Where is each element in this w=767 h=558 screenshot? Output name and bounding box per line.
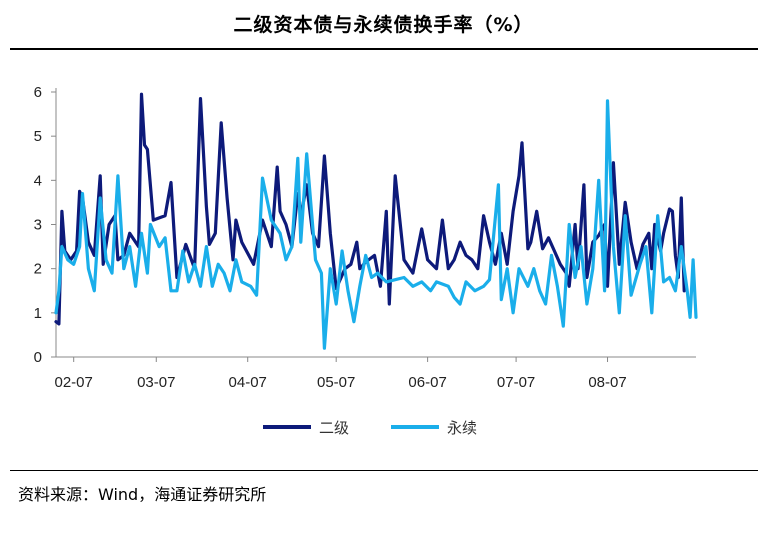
chart-title: 二级资本债与永续债换手率（%） <box>233 14 534 36</box>
legend-label-1: 二级 <box>319 419 349 437</box>
source-note: 资料来源：Wind，海通证券研究所 <box>18 485 267 504</box>
x-tick-label: 07-07 <box>497 374 535 391</box>
x-tick-label: 02-07 <box>55 374 93 391</box>
series-line-2 <box>54 99 698 350</box>
y-tick-label: 3 <box>34 217 42 234</box>
y-tick-label: 1 <box>34 305 42 322</box>
x-tick-label: 08-07 <box>588 374 626 391</box>
y-tick-label: 4 <box>34 172 42 189</box>
x-tick-label: 05-07 <box>317 374 355 391</box>
series-line-1 <box>54 92 686 326</box>
source-divider <box>10 470 758 471</box>
y-tick-label: 5 <box>34 128 42 145</box>
turnover-line-chart: 0 1 2 3 4 5 6 02-07 03-07 04-07 05-07 06-07 07-07 08-… <box>34 84 698 437</box>
x-tick-label: 03-07 <box>137 374 175 391</box>
x-tick-label: 04-07 <box>229 374 267 391</box>
y-tick-label: 0 <box>34 349 42 366</box>
y-tick-label: 2 <box>34 261 42 278</box>
legend-label-2: 永续 <box>447 419 477 437</box>
y-tick-label: 6 <box>34 84 42 101</box>
x-tick-label: 06-07 <box>408 374 446 391</box>
title-divider <box>10 48 758 50</box>
